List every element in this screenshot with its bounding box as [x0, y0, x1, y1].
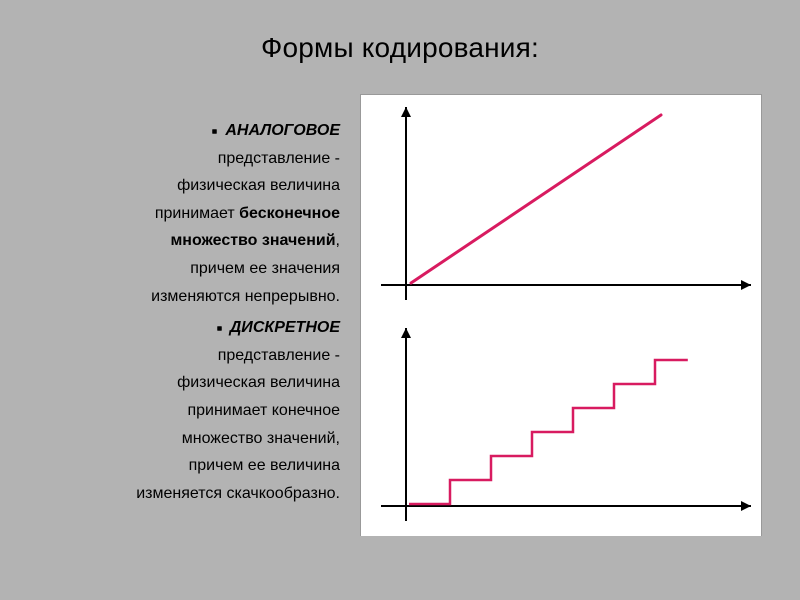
analog-line: принимает бесконечное — [40, 203, 340, 225]
discrete-line: принимает конечное — [40, 400, 340, 422]
analog-line: причем ее значения — [40, 258, 340, 280]
analog-text: принимает — [155, 205, 239, 222]
analog-line: изменяются непрерывно. — [40, 286, 340, 308]
discrete-line: множество значений, — [40, 428, 340, 450]
chart-analog — [361, 95, 761, 315]
discrete-heading: ДИСКРЕТНОЕ — [40, 317, 340, 339]
chart-discrete — [361, 315, 761, 536]
text-column: АНАЛОГОВОЕ представление - физическая ве… — [40, 120, 340, 510]
bullet-icon — [213, 129, 218, 134]
discrete-line: причем ее величина — [40, 455, 340, 477]
charts-panel — [360, 94, 762, 536]
analog-line: множество значений, — [40, 230, 340, 252]
analog-term: АНАЛОГОВОЕ — [225, 122, 340, 139]
slide-title: Формы кодирования: — [0, 32, 800, 64]
analog-heading: АНАЛОГОВОЕ — [40, 120, 340, 142]
analog-line: физическая величина — [40, 175, 340, 197]
chart-discrete-svg — [361, 316, 761, 536]
discrete-line: изменяется скачкообразно. — [40, 483, 340, 505]
chart-analog-svg — [361, 95, 761, 315]
analog-text: , — [336, 232, 340, 249]
analog-line: представление - — [40, 148, 340, 170]
analog-text-bold: бесконечное — [239, 205, 340, 222]
discrete-term: ДИСКРЕТНОЕ — [230, 319, 340, 336]
bullet-icon — [217, 326, 222, 331]
slide: Формы кодирования: АНАЛОГОВОЕ представле… — [0, 0, 800, 600]
discrete-line: представление - — [40, 345, 340, 367]
analog-text-bold: множество значений — [170, 232, 335, 249]
discrete-line: физическая величина — [40, 372, 340, 394]
